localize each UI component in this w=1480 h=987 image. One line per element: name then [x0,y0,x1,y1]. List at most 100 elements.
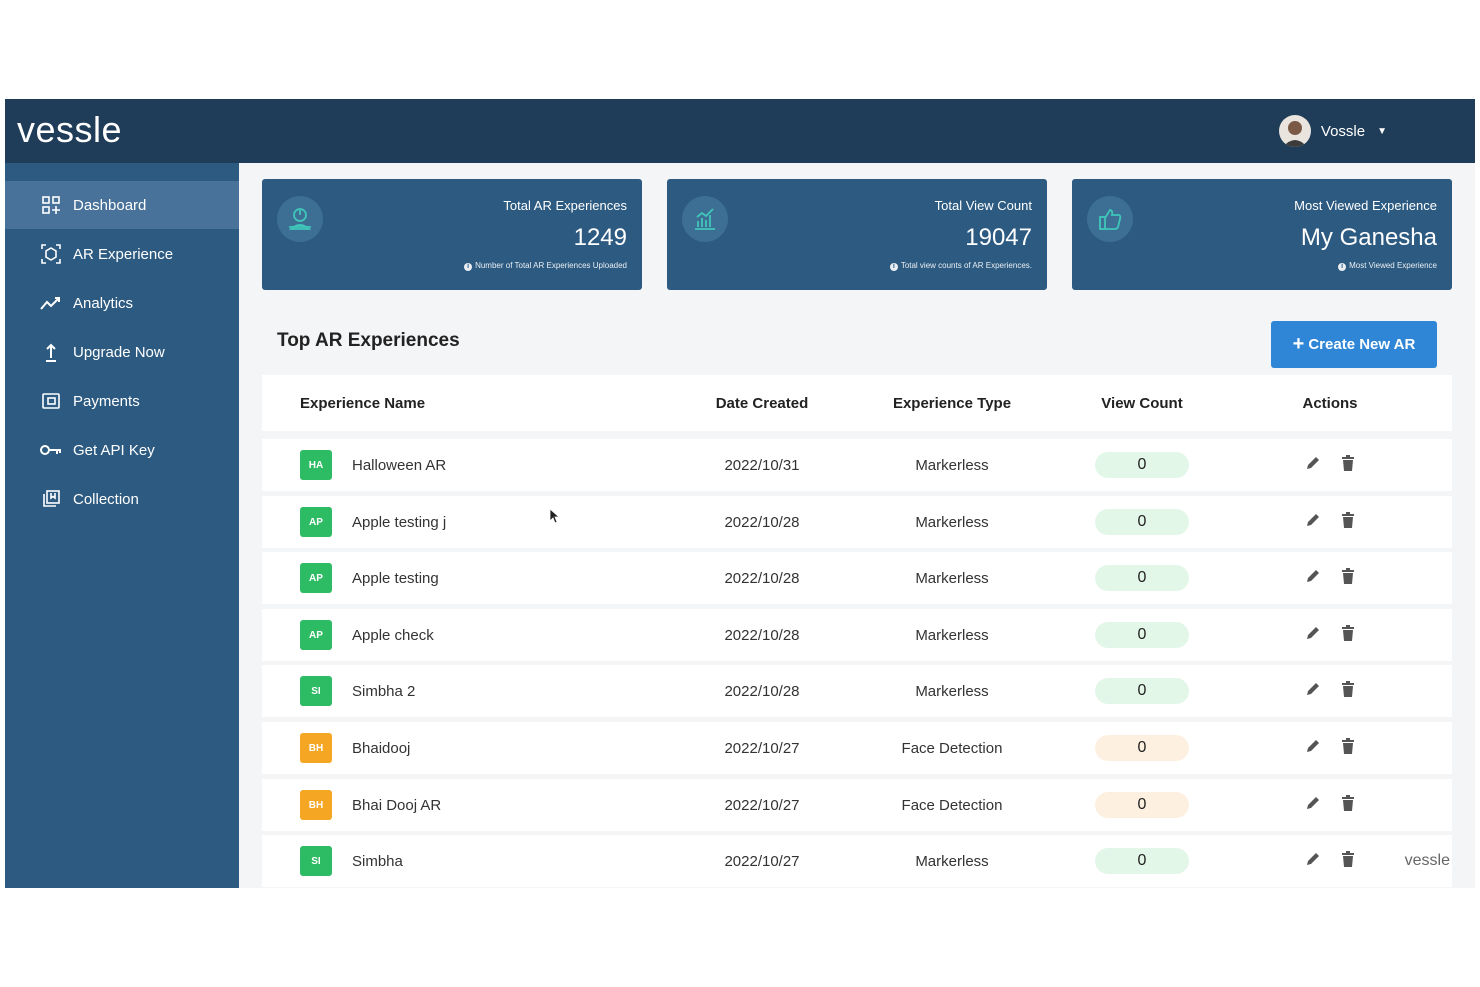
delete-icon[interactable] [1341,455,1355,475]
actions-cell [1282,665,1378,717]
experience-type: Markerless [915,569,989,587]
date-created: 2022/10/27 [724,796,800,814]
card-note-text: Number of Total AR Experiences Uploaded [475,261,627,270]
table-row[interactable]: BH Bhaidooj 2022/10/27 Face Detection 0 [262,722,1452,774]
chevron-down-icon[interactable]: ▼ [1377,125,1387,137]
edit-icon[interactable] [1305,795,1321,815]
edit-icon[interactable] [1305,738,1321,758]
table-row[interactable]: AP Apple testing 2022/10/28 Markerless 0 [262,552,1452,604]
experience-name[interactable]: Bhaidooj [352,739,411,757]
edit-icon[interactable] [1305,455,1321,475]
table-row[interactable]: AP Apple check 2022/10/28 Markerless 0 [262,609,1452,661]
card-label: Total AR Experiences [503,198,627,213]
key-icon [39,438,63,462]
sidebar-item-api-key[interactable]: Get API Key [5,426,239,474]
actions-cell [1282,496,1378,548]
table-row[interactable]: AP Apple testing j 2022/10/28 Markerless 0 [262,496,1452,548]
experience-name-cell: AP Apple check [300,609,434,661]
delete-icon[interactable] [1341,625,1355,645]
experience-badge: HA [300,450,332,480]
avatar[interactable] [1278,115,1311,147]
stat-card-most-viewed: Most Viewed Experience My Ganesha i Most … [1072,179,1452,290]
ar-user-icon [277,196,323,242]
experience-badge: BH [300,733,332,763]
card-note: i Number of Total AR Experiences Uploaded [464,261,627,271]
edit-icon[interactable] [1305,568,1321,588]
sidebar-item-collection[interactable]: Collection [5,475,239,523]
sidebar-item-analytics[interactable]: Analytics [5,279,239,327]
info-icon: i [1338,263,1347,271]
experience-name[interactable]: Bhai Dooj AR [352,796,442,814]
experience-name[interactable]: Apple testing [352,569,439,587]
delete-icon[interactable] [1341,795,1355,815]
delete-icon[interactable] [1341,851,1355,871]
experience-type: Face Detection [901,796,1003,814]
view-count-cell: 0 [1092,439,1192,491]
edit-icon[interactable] [1305,512,1321,532]
actions-cell [1282,835,1378,887]
experience-name-cell: BH Bhai Dooj AR [300,779,441,831]
sidebar-item-payments[interactable]: Payments [5,377,239,425]
date-created: 2022/10/27 [724,852,800,870]
date-created: 2022/10/28 [724,626,800,644]
create-button-label: Create New AR [1308,336,1416,353]
header-date-created[interactable]: Date Created [715,394,809,412]
edit-icon[interactable] [1305,625,1321,645]
experience-name[interactable]: Apple check [352,626,434,644]
payments-icon [39,389,63,413]
table-row[interactable]: SI Simbha 2022/10/27 Markerless 0 [262,835,1452,887]
experience-badge: AP [300,563,332,593]
experience-type: Markerless [915,456,989,474]
sidebar-item-label: Collection [73,490,139,508]
header-view-count[interactable]: View Count [1101,394,1183,412]
dashboard-icon [39,193,63,217]
app-logo[interactable]: vessle [17,109,123,150]
card-note-text: Total view counts of AR Experiences. [900,261,1032,270]
delete-icon[interactable] [1341,681,1355,701]
delete-icon[interactable] [1341,568,1355,588]
view-count-pill: 0 [1095,565,1189,591]
experience-name[interactable]: Simbha 2 [352,682,416,700]
sidebar-item-dashboard[interactable]: Dashboard [5,181,239,229]
edit-icon[interactable] [1305,681,1321,701]
table-row[interactable]: SI Simbha 2 2022/10/28 Markerless 0 [262,665,1452,717]
sidebar-item-label: Dashboard [73,196,147,214]
table-row[interactable]: BH Bhai Dooj AR 2022/10/27 Face Detection 0 [262,779,1452,831]
experience-name-cell: BH Bhaidooj [300,722,410,774]
app-window: vessle Vossle ▼ Dashboard [5,99,1475,888]
user-menu[interactable]: Vossle ▼ [1278,115,1387,147]
delete-icon[interactable] [1341,738,1355,758]
user-name[interactable]: Vossle [1320,122,1366,140]
card-label: Total View Count [934,198,1032,213]
experience-name-cell: SI Simbha [300,835,403,887]
view-count-pill: 0 [1095,848,1189,874]
experience-name[interactable]: Simbha [352,852,403,870]
view-count-cell: 0 [1092,552,1192,604]
header-experience-type[interactable]: Experience Type [892,394,1012,412]
watermark-logo: vessle [1404,852,1450,869]
experience-name[interactable]: Halloween AR [352,456,447,474]
upgrade-icon [39,340,63,364]
sidebar-item-ar-experience[interactable]: AR Experience [5,230,239,278]
delete-icon[interactable] [1341,512,1355,532]
sidebar-item-label: Analytics [73,294,134,312]
experience-type: Markerless [915,682,989,700]
ar-experience-icon [39,242,63,266]
info-icon: i [464,263,473,271]
card-value: 19047 [965,224,1032,251]
sidebar: Dashboard AR Experience Analytics [5,163,239,888]
experience-type: Markerless [915,513,989,531]
card-value: My Ganesha [1300,224,1437,251]
view-count-cell: 0 [1092,665,1192,717]
table-row[interactable]: HA Halloween AR 2022/10/31 Markerless 0 [262,439,1452,491]
view-count-cell: 0 [1092,722,1192,774]
header-experience-name[interactable]: Experience Name [300,394,426,412]
edit-icon[interactable] [1305,851,1321,871]
sidebar-item-label: AR Experience [73,245,174,263]
experience-name[interactable]: Apple testing j [352,513,447,531]
view-count-cell: 0 [1092,496,1192,548]
sidebar-item-upgrade[interactable]: Upgrade Now [5,328,239,376]
experience-badge: SI [300,676,332,706]
create-new-ar-button[interactable]: + Create New AR [1271,321,1437,368]
bar-chart-icon [682,196,728,242]
